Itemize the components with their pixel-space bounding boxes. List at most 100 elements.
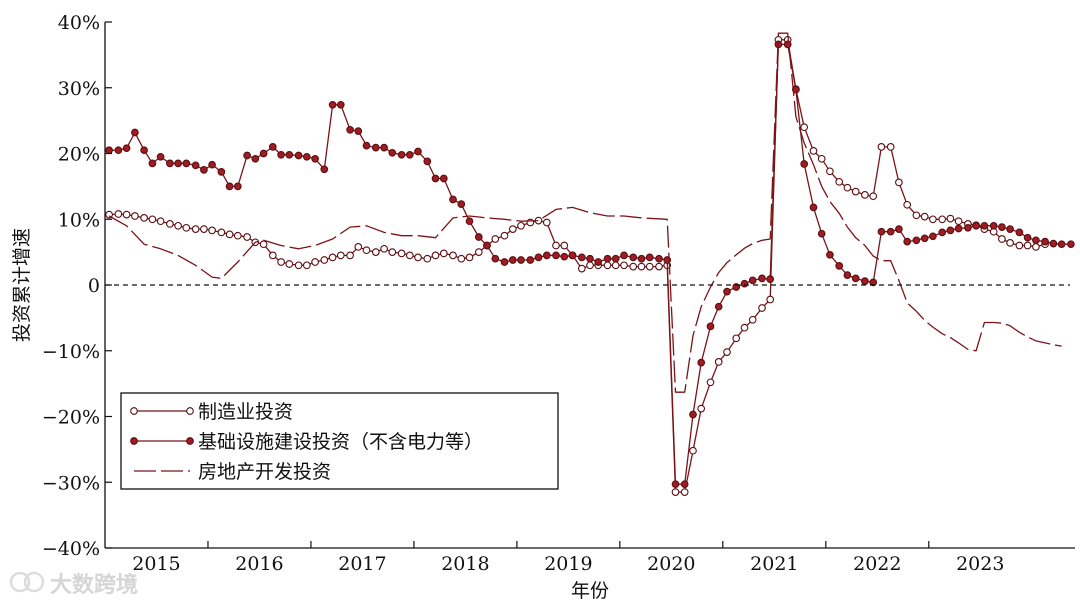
data-point	[114, 210, 123, 218]
x-tick-label: 2017	[338, 553, 386, 575]
x-tick-label: 2020	[647, 553, 695, 575]
data-point	[508, 225, 517, 233]
data-point	[508, 256, 517, 264]
data-point	[732, 334, 741, 343]
data-point	[903, 237, 912, 246]
data-point	[826, 250, 834, 259]
data-point	[817, 229, 826, 238]
data-point	[758, 274, 766, 283]
legend-label: 制造业投资	[198, 401, 293, 423]
legend-label: 房地产开发投资	[198, 461, 331, 483]
data-point	[603, 254, 612, 263]
data-point	[336, 251, 345, 260]
y-tick-label: −30%	[42, 472, 100, 494]
data-point	[217, 168, 226, 176]
data-point	[912, 211, 921, 220]
data-point	[166, 159, 174, 168]
data-point	[758, 304, 766, 312]
data-point	[336, 100, 345, 109]
data-point	[122, 144, 131, 153]
data-point	[748, 276, 757, 285]
series-layer	[105, 32, 1075, 496]
y-axis-title: 投资累计增速	[11, 228, 33, 342]
data-point	[843, 271, 852, 279]
data-point	[465, 253, 474, 262]
data-point	[629, 253, 638, 262]
data-point	[826, 167, 834, 176]
data-point	[233, 182, 242, 191]
data-point	[439, 174, 448, 183]
data-point	[534, 253, 543, 262]
data-point	[243, 233, 251, 241]
data-point	[552, 241, 560, 250]
data-point	[603, 261, 612, 270]
series-2	[105, 40, 1075, 489]
data-point	[766, 295, 775, 304]
legend-marker	[186, 407, 194, 415]
data-point	[174, 221, 182, 230]
data-point	[1023, 233, 1032, 242]
data-point	[723, 348, 731, 356]
data-point	[895, 178, 903, 187]
data-point	[1032, 236, 1040, 245]
y-tick-label: −40%	[42, 538, 100, 560]
data-point	[800, 160, 809, 168]
data-point	[251, 154, 260, 163]
data-point	[1023, 241, 1032, 250]
series-3	[108, 32, 1062, 393]
data-point	[191, 225, 200, 233]
data-point	[431, 251, 440, 260]
data-point	[998, 223, 1006, 231]
watermark-text: 大数跨境	[50, 572, 138, 598]
data-point	[637, 262, 646, 271]
data-point	[311, 154, 319, 163]
x-tick-label: 2016	[235, 553, 283, 575]
data-point	[423, 157, 432, 166]
data-point	[354, 243, 363, 251]
data-point	[964, 223, 972, 232]
data-point	[208, 160, 216, 169]
data-point	[1006, 239, 1014, 247]
data-point	[620, 251, 628, 260]
data-point	[1041, 237, 1049, 246]
data-point	[577, 264, 586, 273]
data-point	[166, 220, 174, 228]
data-point	[156, 217, 165, 226]
y-tick-label: 30%	[58, 78, 100, 100]
data-point	[697, 358, 706, 367]
data-point	[920, 212, 929, 221]
data-point	[552, 251, 560, 260]
data-point	[655, 262, 663, 271]
data-point	[465, 217, 474, 226]
data-point	[723, 287, 731, 296]
data-point	[929, 215, 937, 224]
data-point	[861, 191, 869, 199]
data-point	[843, 183, 852, 192]
data-point	[105, 146, 113, 155]
data-point	[611, 261, 620, 270]
data-point	[577, 253, 586, 262]
data-point	[946, 226, 955, 235]
data-point	[294, 151, 303, 160]
data-point	[783, 40, 792, 49]
data-point	[200, 166, 208, 174]
data-point	[645, 262, 654, 271]
data-point	[320, 256, 329, 264]
data-point	[328, 100, 337, 109]
data-point	[895, 225, 903, 233]
data-point	[517, 221, 525, 230]
data-point	[586, 254, 594, 263]
data-point	[225, 230, 234, 239]
data-point	[809, 147, 818, 155]
data-point	[371, 143, 380, 152]
data-point	[568, 251, 577, 260]
data-point	[294, 261, 303, 270]
x-tick-label: 2023	[956, 553, 1004, 575]
legend-marker	[186, 437, 194, 445]
data-point	[346, 251, 354, 260]
data-point	[174, 159, 182, 168]
data-point	[706, 378, 715, 387]
data-point	[671, 480, 680, 489]
